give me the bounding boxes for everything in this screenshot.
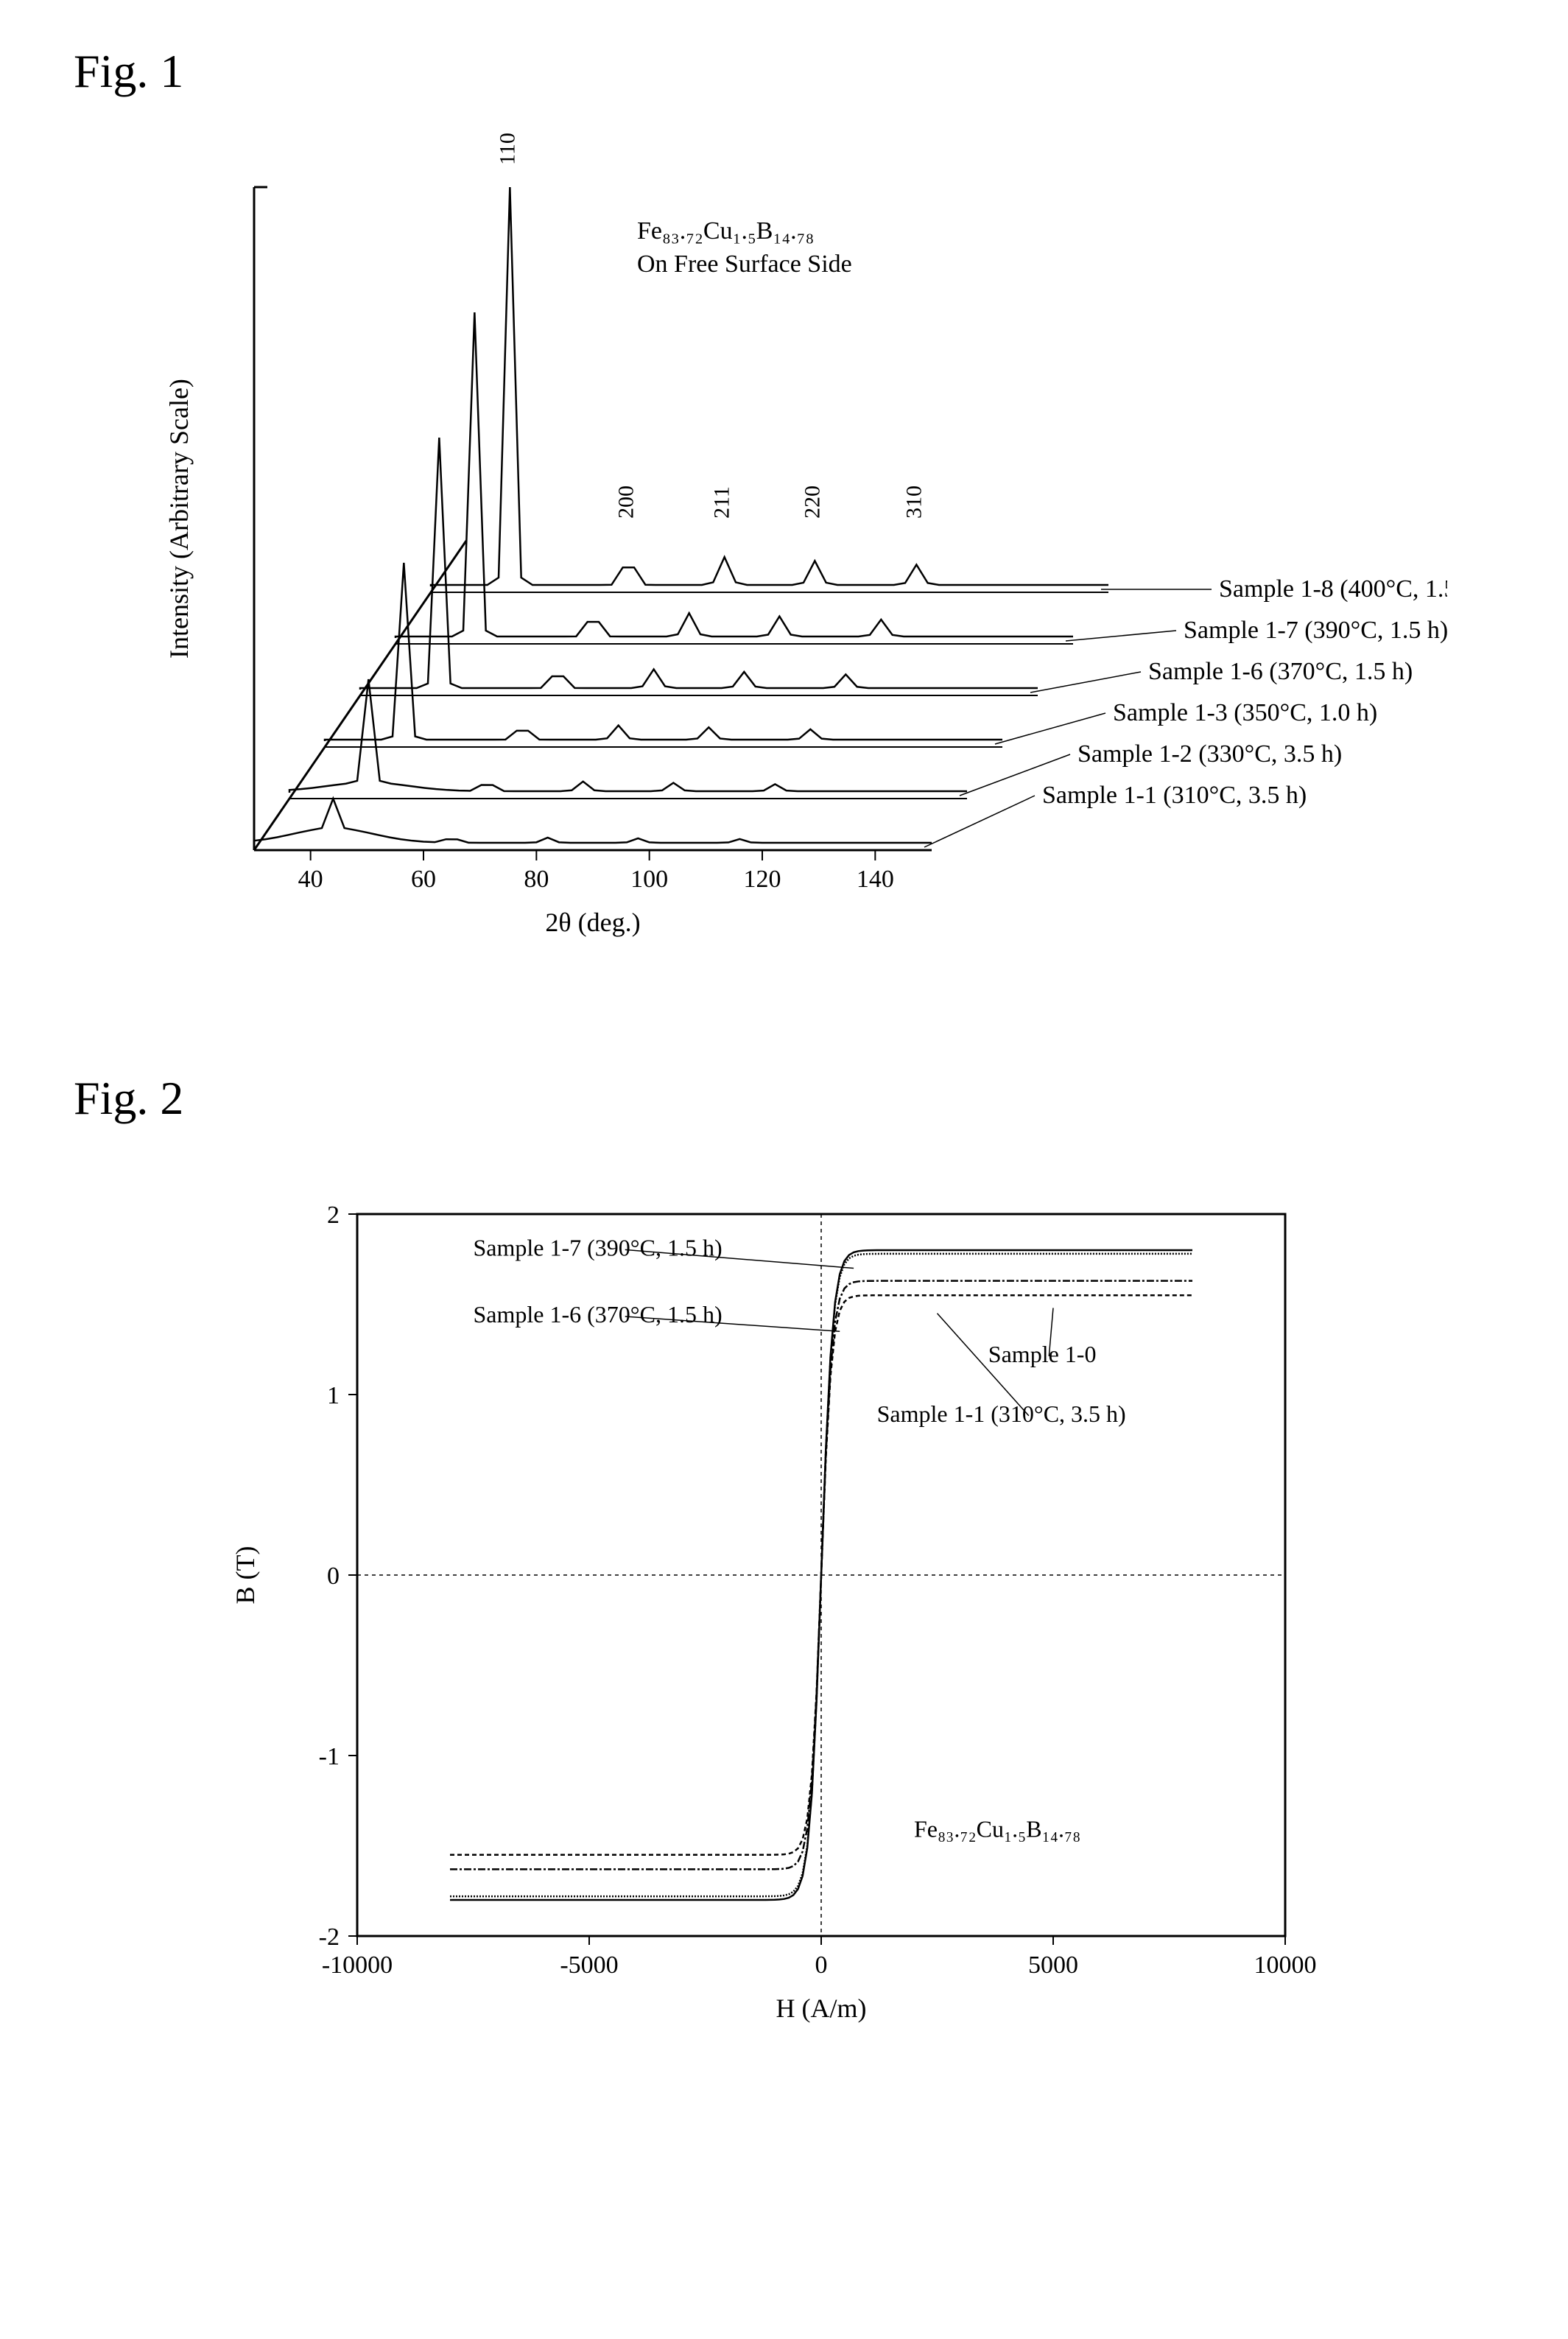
xtick-label: 60 [411,866,436,893]
xtick-label: -5000 [560,1951,618,1979]
sample-label: Sample 1-2 (330°C, 3.5 h) [1077,740,1342,768]
peak-index-label: 310 [901,485,926,519]
xtick-label: 80 [524,866,549,893]
x-axis-label: 2θ (deg.) [545,908,640,937]
xtick-label: 10000 [1254,1951,1316,1979]
xrd-curve [325,563,1002,741]
ytick-label: 1 [327,1382,340,1409]
xtick-label: 0 [815,1951,827,1979]
xrd-curve [254,799,932,844]
sample-label: Sample 1-7 (390°C, 1.5 h) [1184,617,1447,644]
composition-sublabel: On Free Surface Side [637,250,852,278]
figure-2-plot: -10000 -5000 0 5000 10000 -2 -1 0 1 2 H (A/m) B (T)… [29,1155,1539,2039]
xtick-label: 100 [630,866,668,893]
sample-label: Sample 1-6 (370°C, 1.5 h) [1148,658,1413,685]
figure-1-title: Fig. 1 [29,44,1539,99]
composition-label: Fe₈₃.₇₂Cu₁.₅B₁₄.₇₈ [637,217,814,245]
xtick-label: 40 [298,866,323,893]
xtick-label: -10000 [321,1951,392,1979]
xtick-label: 140 [856,866,893,893]
xrd-curve [360,438,1038,690]
xrd-curve [431,187,1108,586]
figure-2: Fig. 2 -10000 -5000 0 5000 10000 -2 -1 0 1 2 H (A/… [29,1071,1539,2039]
composition-label: Fe₈₃.₇₂Cu₁.₅B₁₄.₇₈ [914,1815,1080,1842]
xtick-label: 120 [743,866,781,893]
figure-1-plot: 40 60 80 100 120 140 2θ (deg.) Intensity (Arbit… [29,128,1539,939]
sample-label: Sample 1-3 (350°C, 1.0 h) [1113,699,1377,726]
hysteresis-chart: -10000 -5000 0 5000 10000 -2 -1 0 1 2 H (A/m) B (T)… [195,1155,1374,2039]
xrd-waterfall-chart: 40 60 80 100 120 140 2θ (deg.) Intensity (Arbit… [122,128,1447,939]
peak-index-label: 220 [800,485,824,519]
peak-index-label: 211 [709,486,734,519]
y-axis-label: Intensity (Arbitrary Scale) [164,379,194,659]
ytick-label: -1 [318,1743,339,1770]
sample-label: Sample 1-8 (400°C, 1.5 h) [1219,575,1447,603]
ytick-label: -2 [318,1924,339,1951]
series-annotation: Sample 1-0 [988,1341,1096,1367]
peak-index-label: 110 [495,133,519,165]
xtick-label: 5000 [1028,1951,1078,1979]
series-annotation: Sample 1-7 (390°C, 1.5 h) [473,1234,722,1260]
figure-1: Fig. 1 40 60 80 100 120 140 2θ (deg.) Intensity… [29,44,1539,939]
y-axis-label: B (T) [231,1546,260,1605]
series-annotation: Sample 1-1 (310°C, 3.5 h) [876,1400,1125,1427]
peak-index-label: 200 [614,485,638,519]
figure-2-title: Fig. 2 [29,1071,1539,1126]
ytick-label: 0 [327,1563,340,1590]
series-annotation: Sample 1-6 (370°C, 1.5 h) [473,1301,722,1328]
x-axis-label: H (A/m) [776,1993,866,2023]
sample-label: Sample 1-1 (310°C, 3.5 h) [1042,782,1307,809]
ytick-label: 2 [327,1202,340,1229]
xrd-curve [395,312,1073,638]
